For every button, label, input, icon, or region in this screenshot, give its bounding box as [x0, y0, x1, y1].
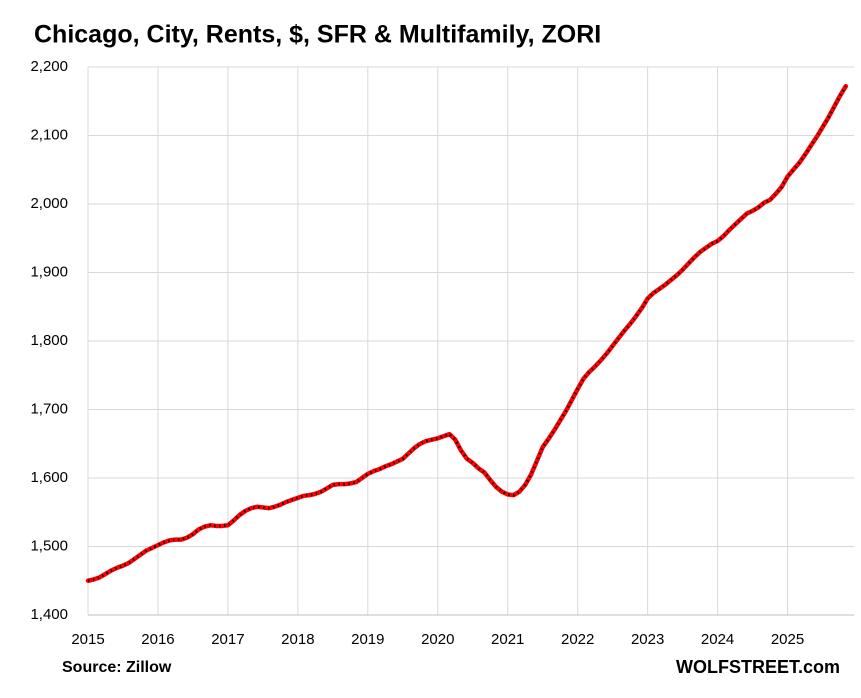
x-tick-label: 2024 — [701, 631, 734, 648]
x-tick-label: 2018 — [281, 631, 314, 648]
y-tick-label: 2,000 — [30, 195, 68, 212]
chart-title: Chicago, City, Rents, $, SFR & Multifami… — [34, 21, 601, 49]
y-tick-label: 2,100 — [30, 126, 68, 143]
y-tick-label: 1,700 — [30, 400, 68, 417]
x-tick-label: 2020 — [421, 631, 454, 648]
x-tick-label: 2017 — [211, 631, 244, 648]
brand: WOLFSTREET.com — [676, 657, 840, 677]
y-tick-label: 1,500 — [30, 537, 68, 554]
y-tick-label: 1,400 — [30, 606, 68, 623]
y-tick-label: 1,600 — [30, 469, 68, 486]
x-tick-label: 2019 — [351, 631, 384, 648]
x-tick-label: 2022 — [561, 631, 594, 648]
y-tick-label: 1,900 — [30, 263, 68, 280]
y-tick-label: 1,800 — [30, 332, 68, 349]
x-tick-label: 2021 — [491, 631, 524, 648]
x-tick-label: 2023 — [631, 631, 664, 648]
x-tick-label: 2015 — [71, 631, 104, 648]
y-tick-label: 2,200 — [30, 58, 68, 75]
line-dots — [87, 85, 847, 582]
x-tick-label: 2016 — [141, 631, 174, 648]
x-tick-label: 2025 — [771, 631, 804, 648]
source: Source: Zillow — [62, 659, 172, 676]
